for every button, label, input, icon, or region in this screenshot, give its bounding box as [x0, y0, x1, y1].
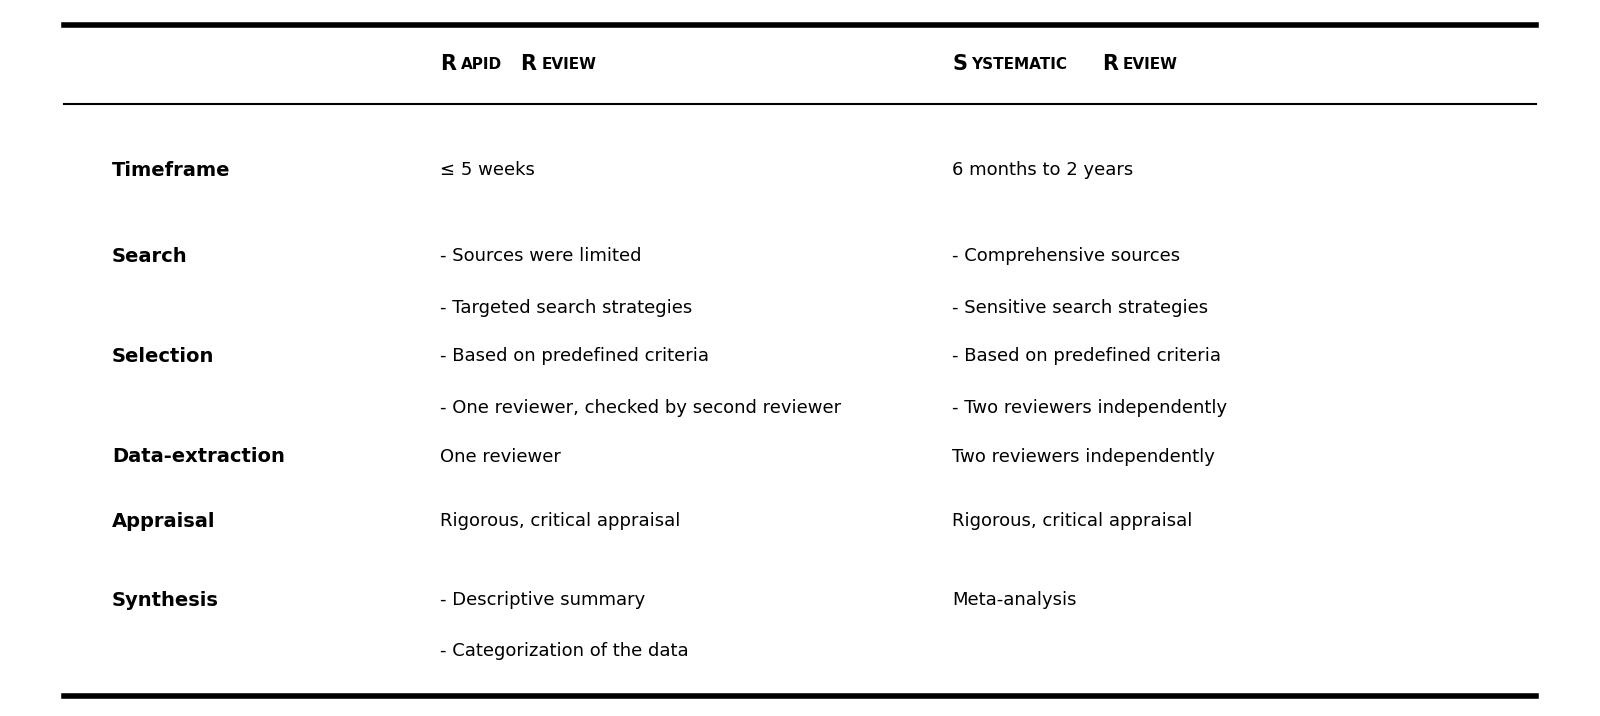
- Text: R: R: [520, 54, 536, 74]
- Text: R: R: [440, 54, 456, 74]
- Text: 6 months to 2 years: 6 months to 2 years: [952, 161, 1133, 179]
- Text: - Sources were limited: - Sources were limited: [440, 247, 642, 265]
- Text: - Two reviewers independently: - Two reviewers independently: [952, 399, 1227, 417]
- Text: Rigorous, critical appraisal: Rigorous, critical appraisal: [952, 512, 1192, 530]
- Text: Selection: Selection: [112, 347, 214, 367]
- Text: EVIEW: EVIEW: [541, 57, 597, 72]
- Text: - One reviewer, checked by second reviewer: - One reviewer, checked by second review…: [440, 399, 842, 417]
- Text: Appraisal: Appraisal: [112, 512, 216, 531]
- Text: - Based on predefined criteria: - Based on predefined criteria: [440, 347, 709, 365]
- Text: R: R: [1102, 54, 1118, 74]
- Text: - Categorization of the data: - Categorization of the data: [440, 642, 688, 660]
- Text: - Targeted search strategies: - Targeted search strategies: [440, 299, 693, 316]
- Text: ≤ 5 weeks: ≤ 5 weeks: [440, 161, 534, 179]
- Text: Two reviewers independently: Two reviewers independently: [952, 448, 1214, 465]
- Text: APID: APID: [461, 57, 502, 72]
- Text: S: S: [952, 54, 966, 74]
- Text: Data-extraction: Data-extraction: [112, 448, 285, 467]
- Text: - Descriptive summary: - Descriptive summary: [440, 591, 645, 609]
- Text: - Comprehensive sources: - Comprehensive sources: [952, 247, 1181, 265]
- Text: YSTEMATIC: YSTEMATIC: [971, 57, 1067, 72]
- Text: Meta-analysis: Meta-analysis: [952, 591, 1077, 609]
- Text: Rigorous, critical appraisal: Rigorous, critical appraisal: [440, 512, 680, 530]
- Text: - Based on predefined criteria: - Based on predefined criteria: [952, 347, 1221, 365]
- Text: EVIEW: EVIEW: [1123, 57, 1178, 72]
- Text: Search: Search: [112, 247, 187, 266]
- Text: - Sensitive search strategies: - Sensitive search strategies: [952, 299, 1208, 316]
- Text: One reviewer: One reviewer: [440, 448, 562, 465]
- Text: Timeframe: Timeframe: [112, 161, 230, 180]
- Text: Synthesis: Synthesis: [112, 591, 219, 610]
